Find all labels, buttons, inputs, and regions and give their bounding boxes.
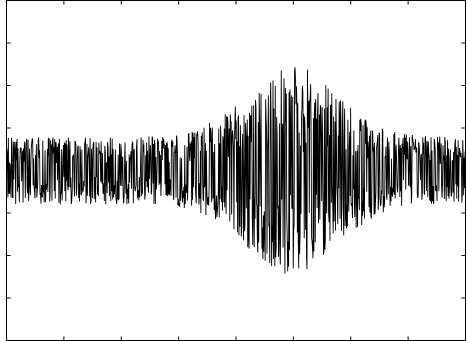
x-axis-ticks	[63, 0, 409, 341]
plot-frame	[6, 0, 466, 341]
series-line	[6, 67, 466, 274]
